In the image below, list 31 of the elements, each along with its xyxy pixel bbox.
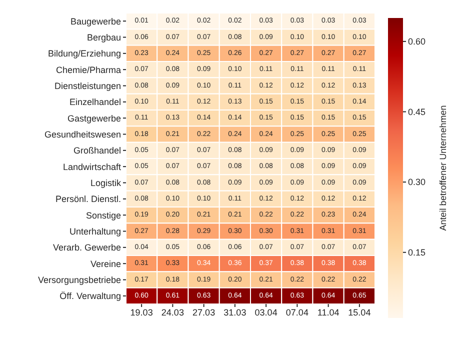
- y-tick-label: Öff. Verwaltung: [60, 291, 121, 302]
- y-tick-label: Gastgewerbe: [67, 113, 121, 124]
- y-tick-label: Verarb. Gewerbe: [52, 242, 121, 253]
- y-tick-label: Logistik: [90, 178, 122, 188]
- y-tick-label: Bergbau: [86, 32, 121, 42]
- y-tick-label: Landwirtschaft: [62, 162, 122, 172]
- x-tick-label: 07.04: [286, 307, 308, 318]
- x-tick-label: 11.04: [317, 307, 340, 318]
- x-tick-label: 19.03: [130, 307, 153, 318]
- color-bar-label: 0.30: [408, 177, 426, 188]
- y-tick-label: Dienstleistungen: [54, 80, 121, 91]
- y-tick-label: Großhandel: [73, 146, 121, 156]
- color-bar-label: 0.15: [408, 247, 426, 258]
- y-tick-label: Bildung/Erziehung: [48, 48, 121, 59]
- x-tick-label: 24.03: [161, 307, 184, 318]
- y-tick-label: Persönl. Dienstl.: [55, 194, 121, 204]
- x-tick-label: 27.03: [192, 307, 216, 318]
- x-tick-label: 31.03: [224, 307, 246, 318]
- y-tick-label: Versorgungsbetriebe: [38, 274, 121, 285]
- y-tick-label: Einzelhandel: [69, 97, 121, 108]
- x-tick-label: 03.04: [254, 307, 278, 318]
- y-tick-label: Gesundheitswesen: [44, 129, 121, 140]
- color-bar-label: 0.60: [408, 36, 426, 46]
- y-tick-label: Unterhaltung: [69, 226, 121, 236]
- color-bar-label: 0.45: [408, 106, 426, 117]
- y-tick-label: Sonstige: [86, 210, 121, 220]
- y-tick-label: Vereine: [90, 258, 121, 269]
- x-tick-label: 15.04: [348, 307, 371, 318]
- y-tick-label: Baugewerbe: [70, 16, 121, 26]
- color-bar-title: Anteil betroffener Unternehmen: [438, 105, 448, 231]
- y-tick-label: Chemie/Pharma: [56, 64, 121, 75]
